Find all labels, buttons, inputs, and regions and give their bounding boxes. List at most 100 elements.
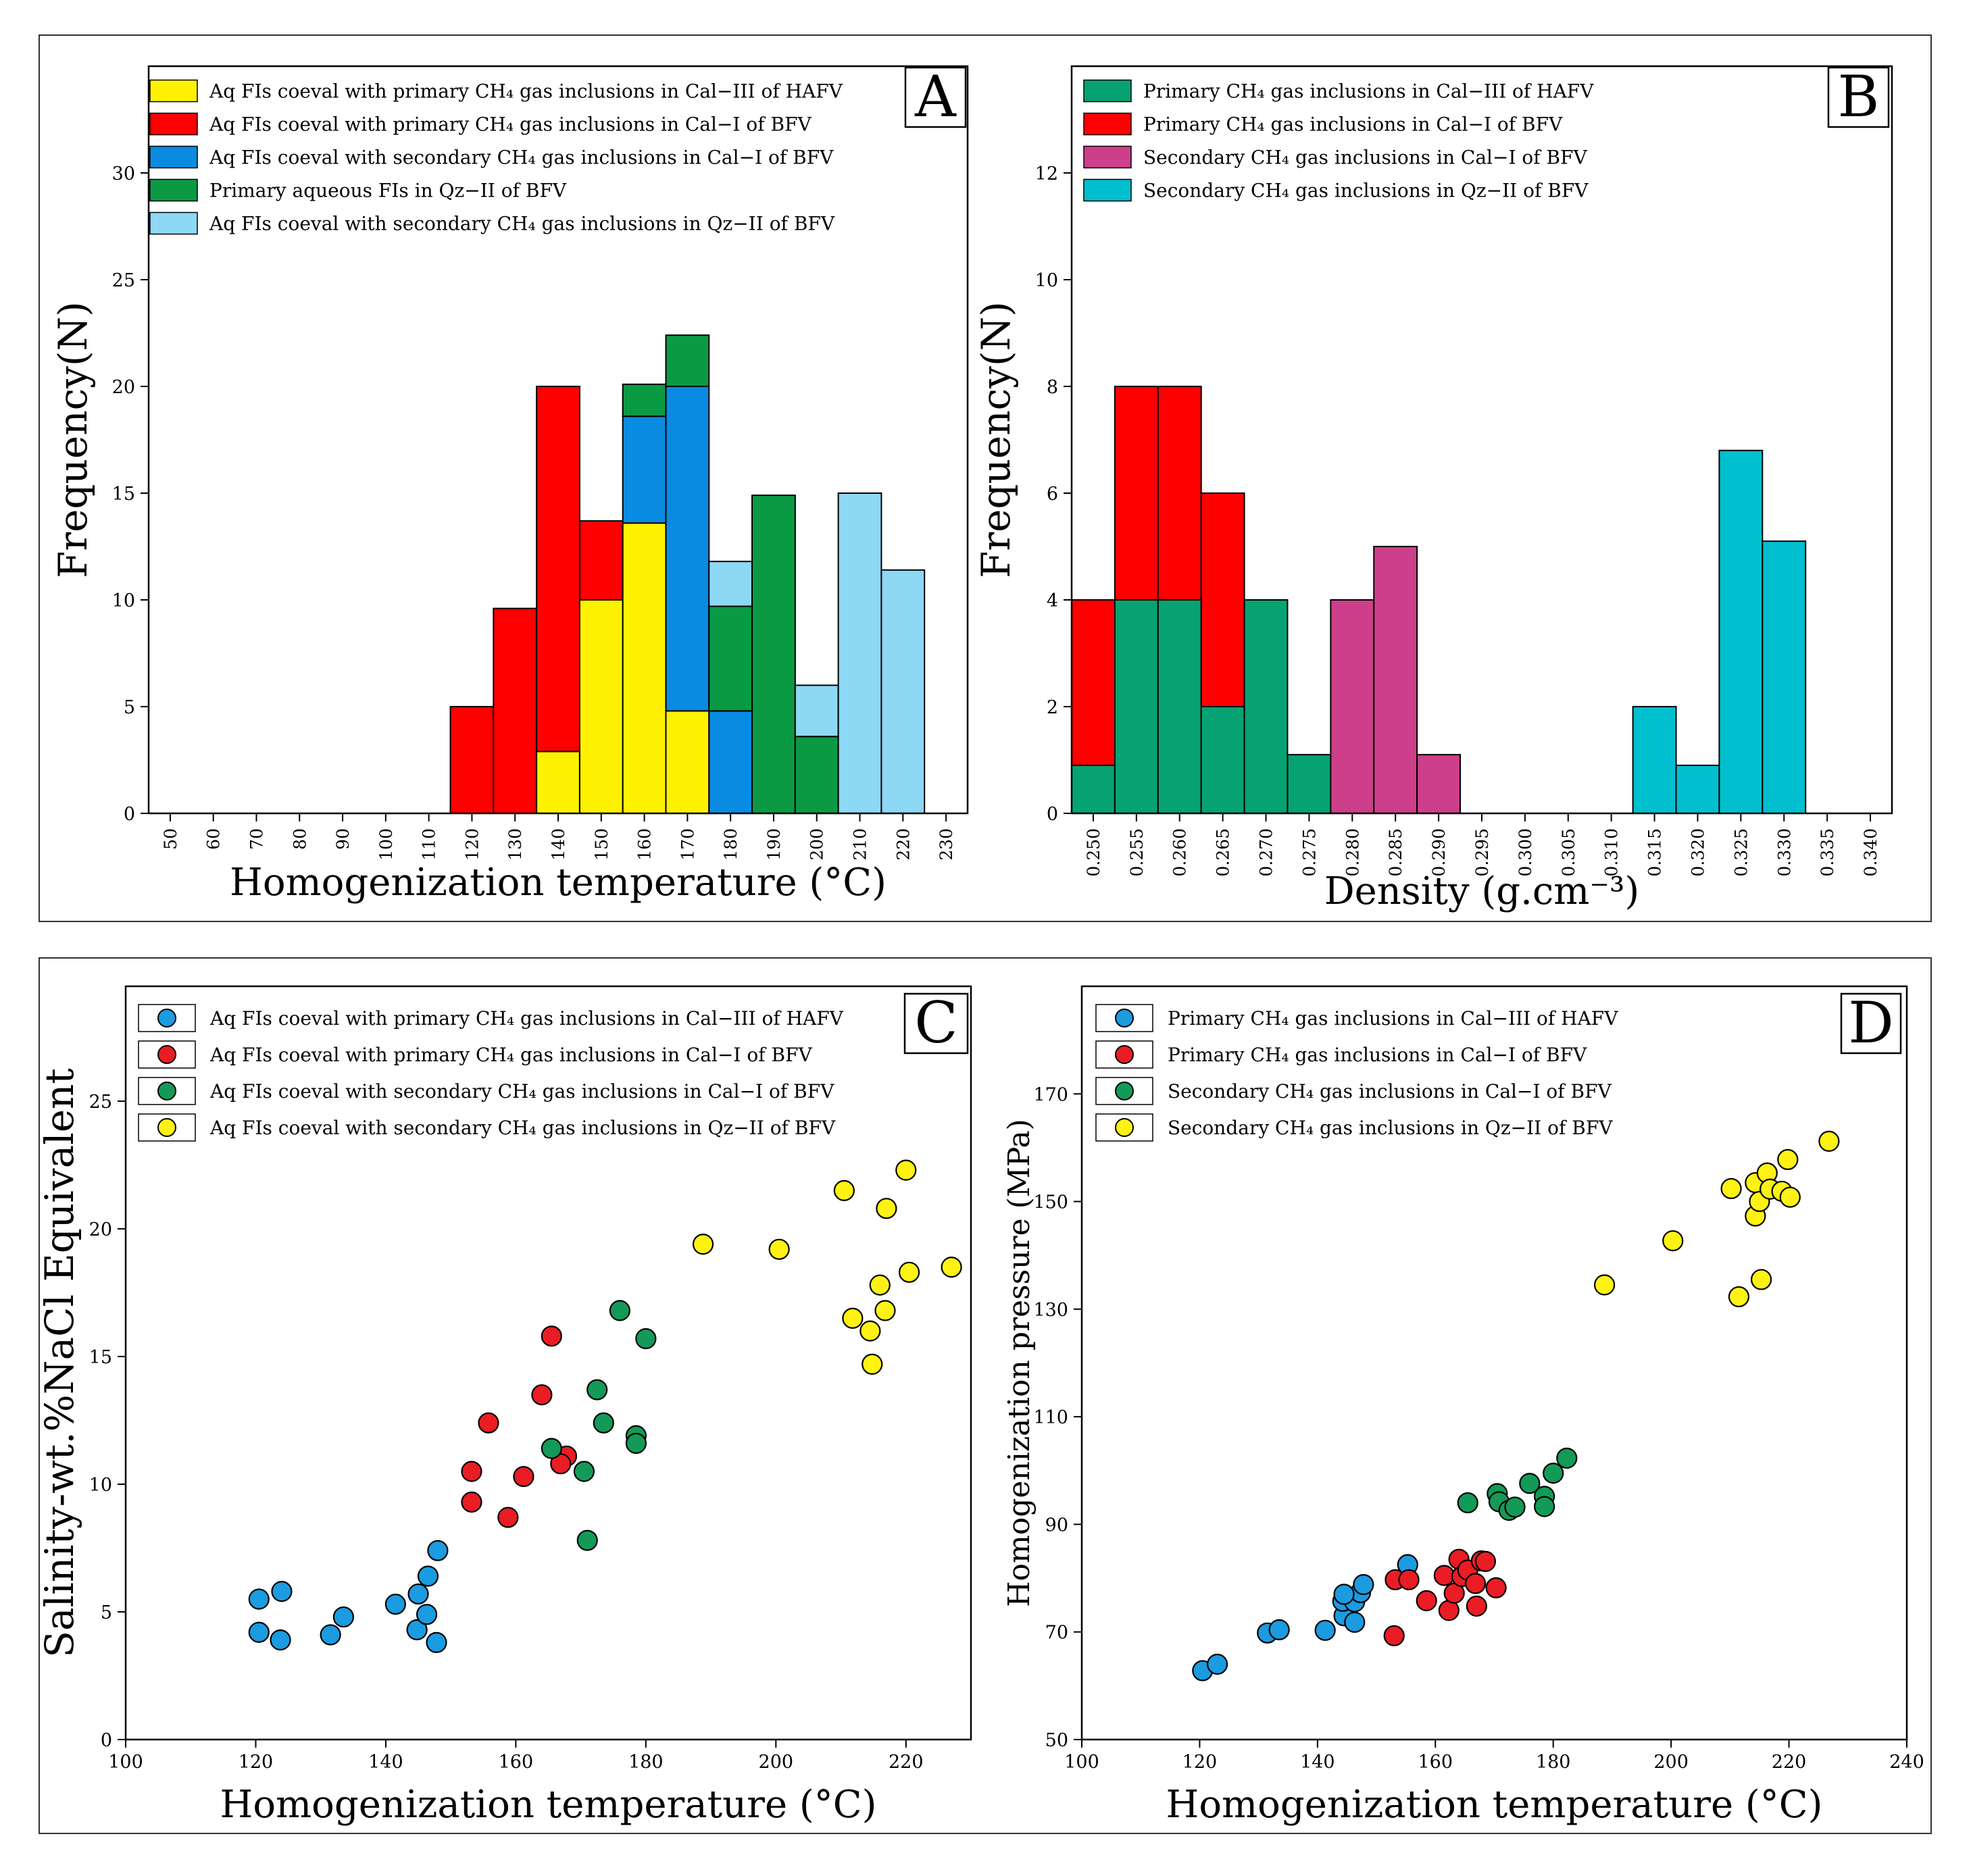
legend-swatch-box <box>138 1004 196 1032</box>
x-tick-label: 0.330 <box>1774 828 1794 877</box>
legend-label: Aq FIs coeval with secondary CH₄ gas inc… <box>209 1117 836 1139</box>
chart-panel-d: 50 70 90 110 130 150 170 100 120 140 160 180 200 220 2… <box>1002 985 1924 1827</box>
legend-label: Aq FIs coeval with primary CH₄ gas inclu… <box>209 1044 813 1066</box>
panel-label-box <box>1827 66 1890 128</box>
point-c-s0-6 <box>384 1594 406 1615</box>
bar-a-4-1 <box>622 415 667 524</box>
x-tick-label: 0.310 <box>1602 828 1622 877</box>
bar-a-1-0 <box>493 607 538 814</box>
legend-label: Secondary CH₄ gas inclusions in Qz−II of… <box>1168 1117 1613 1139</box>
x-tick-label: 90 <box>333 828 353 850</box>
y-tick-label: 10 <box>1035 270 1058 291</box>
point-c-s2-0 <box>609 1300 630 1321</box>
point-d-s2-5 <box>1519 1473 1541 1494</box>
panel-label-box <box>903 992 969 1055</box>
point-d-s1-13 <box>1474 1550 1497 1572</box>
bar-a-3-1 <box>578 520 624 601</box>
legend-swatch <box>149 145 198 169</box>
point-c-s1-4 <box>461 1491 482 1513</box>
x-tick-label: 0.255 <box>1127 828 1147 877</box>
legend-swatch <box>149 112 198 136</box>
legend-marker <box>157 1118 176 1137</box>
x-tick-label: 120 <box>239 1752 274 1773</box>
bar-b-6-0 <box>1330 599 1375 814</box>
point-c-s0-5 <box>332 1606 354 1628</box>
point-c-s3-9 <box>874 1300 896 1321</box>
legend-swatch <box>149 79 198 103</box>
y-tick-label: 70 <box>1045 1623 1068 1644</box>
x-tick-label: 200 <box>807 828 827 861</box>
x-tick-label: 0.265 <box>1214 828 1233 877</box>
legend-label: Secondary CH₄ gas inclusions in Cal−I of… <box>1143 147 1588 169</box>
x-tick-label: 100 <box>376 828 396 861</box>
y-tick-label: 15 <box>112 484 135 505</box>
x-tick-label: 220 <box>1772 1752 1807 1773</box>
bar-a-10-0 <box>880 569 926 814</box>
y-tick-label: 0 <box>1047 804 1058 825</box>
bar-b-1-1 <box>1114 386 1159 601</box>
point-c-s3-5 <box>898 1261 920 1283</box>
bar-b-11-0 <box>1718 449 1764 814</box>
x-tick-label: 0.320 <box>1688 828 1707 877</box>
x-tick-label: 180 <box>1536 1752 1571 1773</box>
bar-a-8-1 <box>794 684 839 738</box>
x-tick-label: 120 <box>1182 1752 1218 1773</box>
y-tick-label: 50 <box>1045 1730 1068 1751</box>
bottom-frame <box>39 957 1932 1834</box>
y-tick-label: 25 <box>112 270 135 291</box>
y-axis-title: Frequency(N) <box>50 301 96 578</box>
legend-swatch-box <box>1095 1077 1153 1105</box>
point-d-s0-10 <box>1353 1574 1374 1596</box>
legend-label: Aq FIs coeval with secondary CH₄ gas inc… <box>209 213 835 235</box>
point-d-s1-2 <box>1398 1569 1420 1591</box>
x-tick-label: 230 <box>937 828 956 861</box>
legend-label: Secondary CH₄ gas inclusions in Qz−II of… <box>1143 180 1589 202</box>
point-c-s3-11 <box>862 1353 883 1375</box>
point-c-s0-4 <box>320 1624 341 1646</box>
point-c-s2-7 <box>573 1461 595 1482</box>
x-tick-label: 0.295 <box>1472 828 1492 877</box>
point-c-s0-1 <box>271 1581 293 1602</box>
legend-label: Aq FIs coeval with primary CH₄ gas inclu… <box>209 80 843 103</box>
y-tick-label: 20 <box>112 377 135 398</box>
bar-b-4-0 <box>1243 599 1289 814</box>
y-axis-title: Salinity-wt.%NaCl Equivalent <box>36 1068 82 1657</box>
point-c-s0-9 <box>427 1540 449 1561</box>
point-d-s0-1 <box>1206 1653 1228 1675</box>
legend-label: Aq FIs coeval with primary CH₄ gas inclu… <box>209 113 812 136</box>
y-tick-label: 10 <box>112 590 135 611</box>
point-c-s2-5 <box>625 1432 647 1454</box>
y-tick-label: 170 <box>1033 1084 1068 1105</box>
bar-a-4-2 <box>622 383 667 417</box>
legend-label: Aq FIs coeval with secondary CH₄ gas inc… <box>209 147 834 169</box>
bar-a-4-0 <box>622 522 667 814</box>
x-tick-label: 0.275 <box>1299 828 1319 877</box>
x-tick-label: 0.270 <box>1257 828 1276 877</box>
point-d-s1-10 <box>1464 1573 1487 1594</box>
y-tick-label: 110 <box>1033 1407 1068 1428</box>
y-tick-label: 15 <box>89 1347 112 1368</box>
point-c-s2-6 <box>541 1438 562 1459</box>
x-tick-label: 220 <box>893 828 913 861</box>
point-d-s3-2 <box>1720 1177 1742 1200</box>
bar-a-2-0 <box>536 751 580 814</box>
point-c-s0-2 <box>248 1621 270 1643</box>
x-tick-label: 0.290 <box>1429 828 1449 877</box>
point-d-s0-12 <box>1333 1583 1355 1605</box>
y-axis-title: Homogenization pressure (MPa) <box>1002 1119 1037 1607</box>
point-d-s3-12 <box>1779 1186 1801 1208</box>
bar-b-2-1 <box>1157 386 1202 601</box>
legend-swatch-box <box>1095 1113 1153 1142</box>
bar-a-0-0 <box>449 706 495 814</box>
legend-label: Secondary CH₄ gas inclusions in Cal−I of… <box>1168 1080 1612 1102</box>
bar-b-0-0 <box>1071 764 1116 815</box>
x-axis-title: Homogenization temperature (°C) <box>1166 1783 1823 1827</box>
x-tick-label: 0.335 <box>1818 828 1837 877</box>
bar-a-6-0 <box>708 710 753 814</box>
point-d-s1-3 <box>1416 1590 1437 1612</box>
y-tick-label: 5 <box>101 1602 112 1623</box>
bar-a-3-0 <box>578 599 624 814</box>
bar-b-1-0 <box>1114 599 1159 814</box>
x-tick-label: 140 <box>368 1752 403 1773</box>
legend-swatch-box <box>1095 1040 1153 1069</box>
